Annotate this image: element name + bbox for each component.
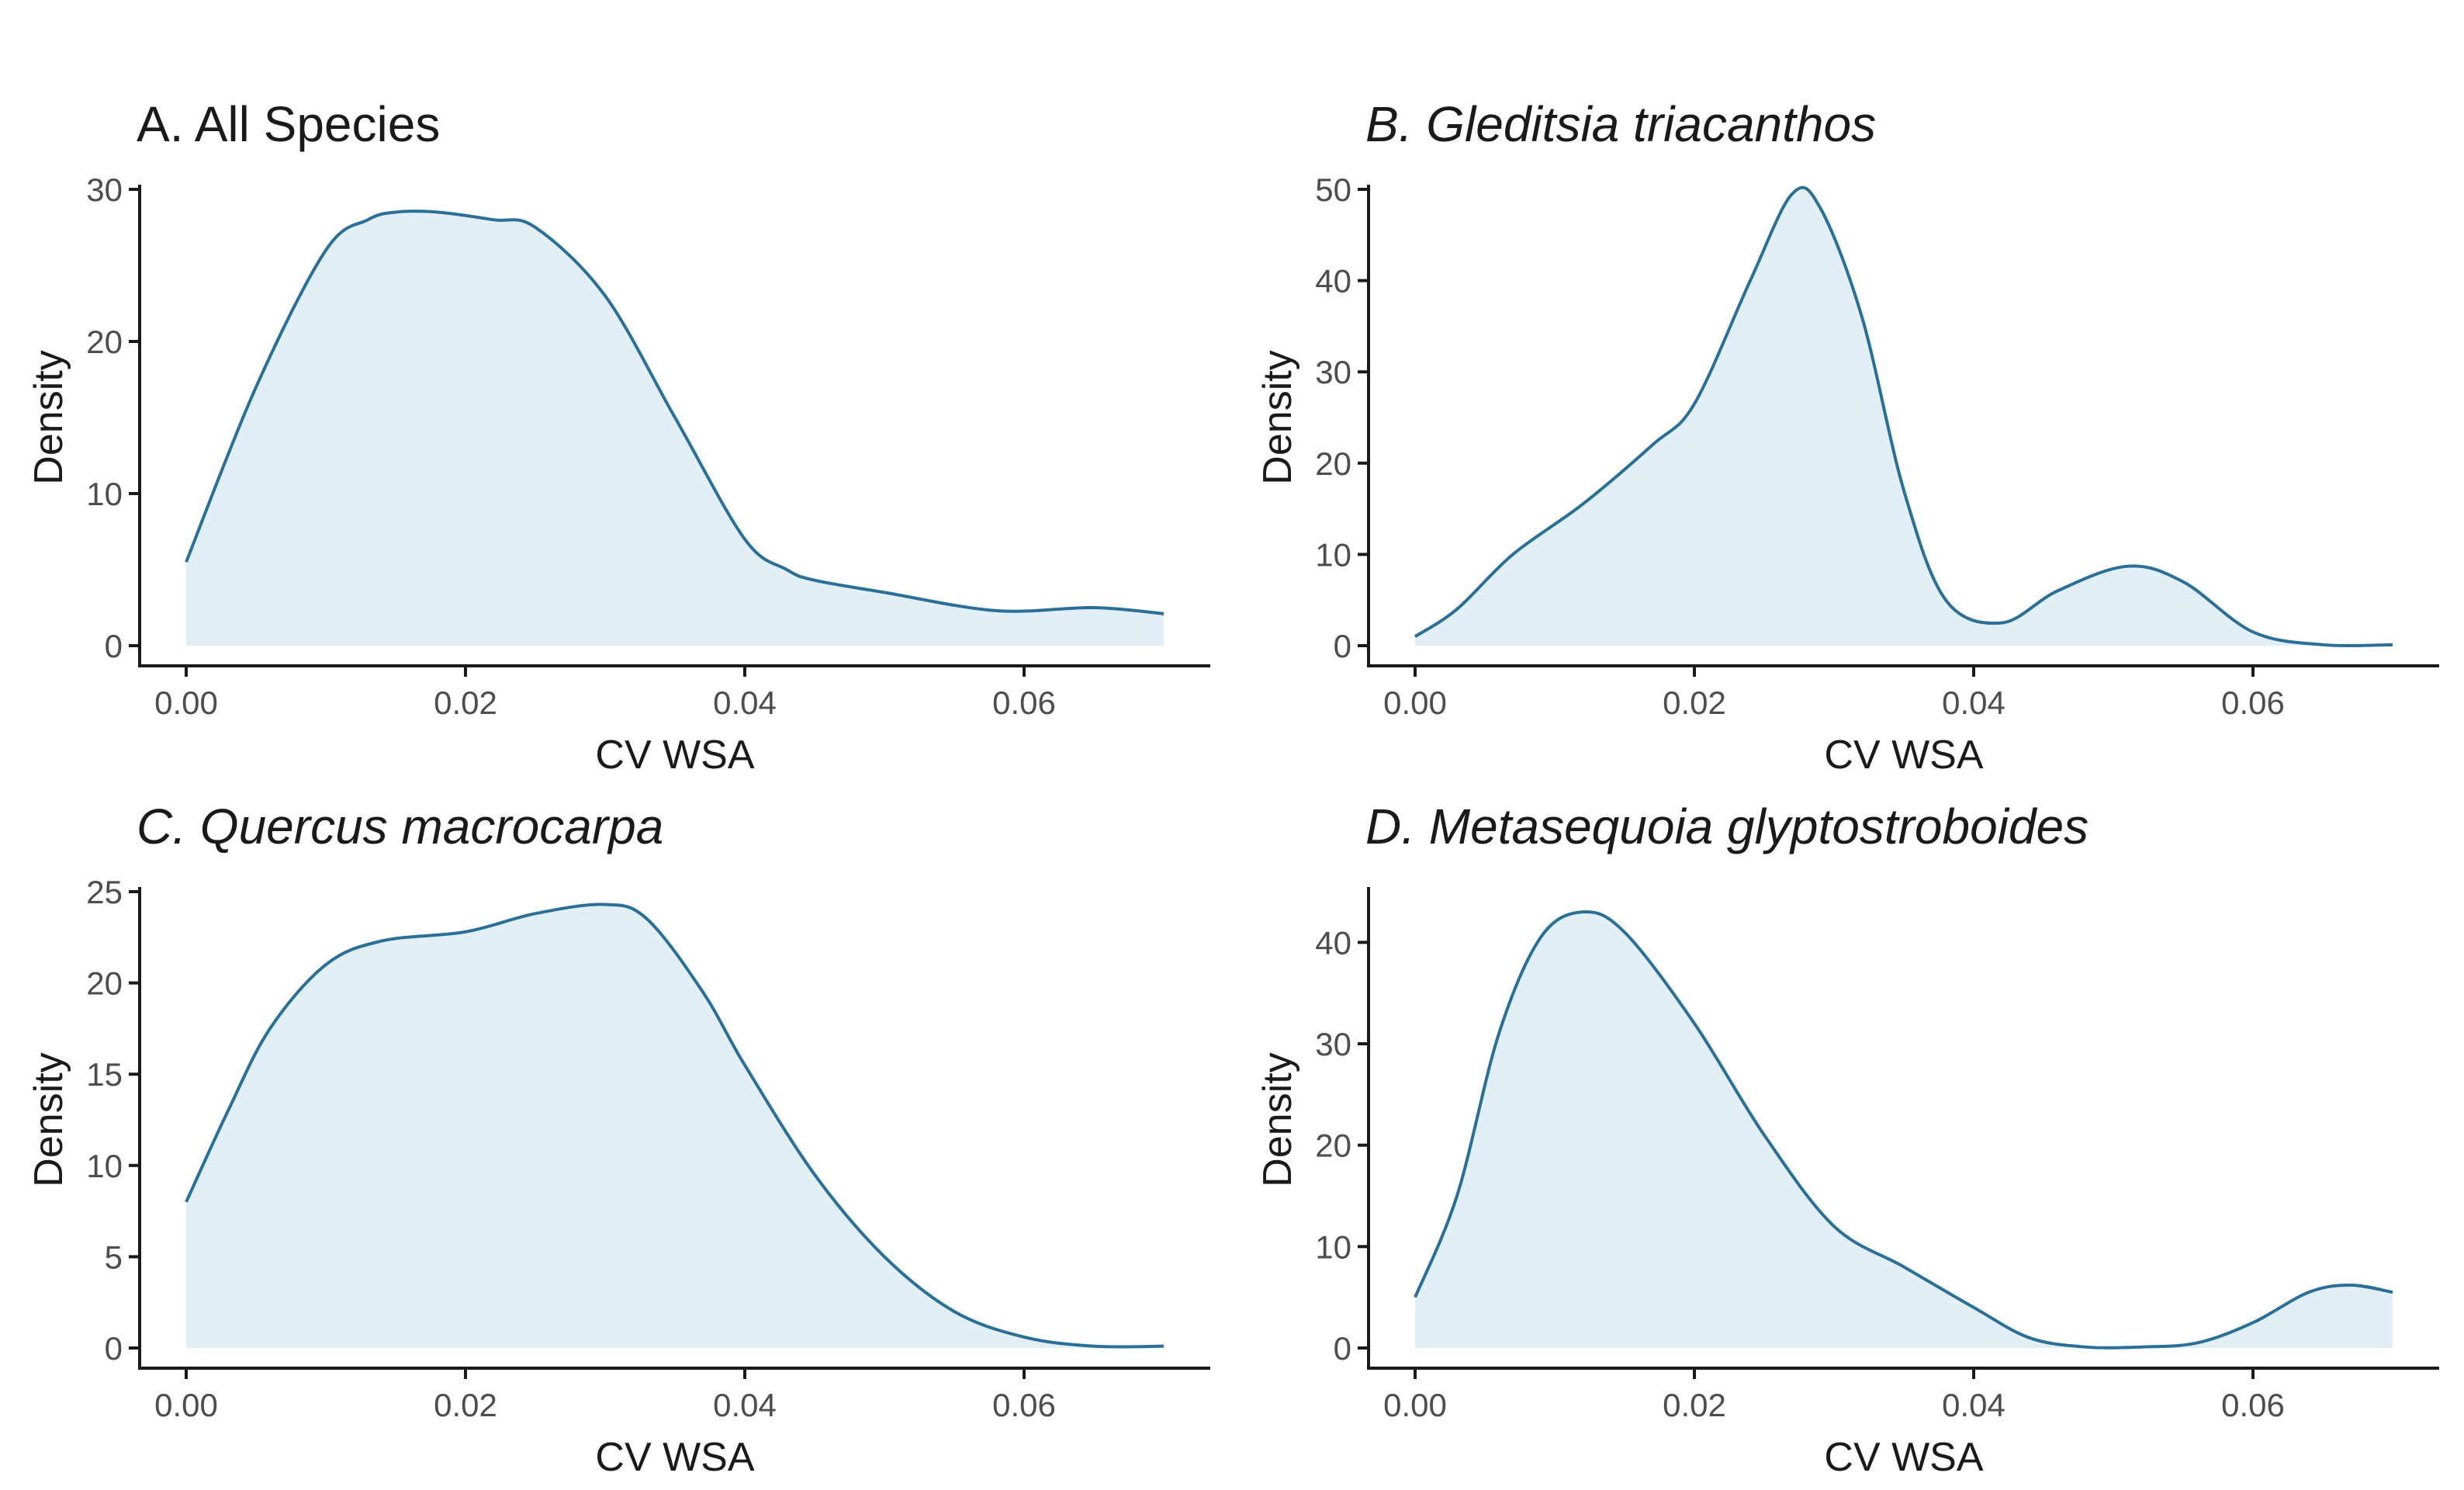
y-tick-label: 50 — [1315, 172, 1351, 208]
panel-title: C. Quercus macrocarpa — [137, 799, 663, 854]
x-tick-label: 0.02 — [434, 684, 497, 721]
y-tick-label: 25 — [86, 874, 123, 910]
y-tick-label: 10 — [86, 1148, 123, 1184]
y-tick-label: 20 — [1315, 445, 1351, 482]
y-tick-label: 15 — [86, 1056, 123, 1093]
y-tick-label: 30 — [1315, 1026, 1351, 1062]
y-tick-label: 30 — [86, 172, 123, 208]
x-tick-label: 0.06 — [2221, 1387, 2285, 1423]
y-tick-label: 0 — [105, 1330, 123, 1367]
panel-title-prefix: C. — [137, 799, 186, 854]
panel-title-space — [1415, 799, 1429, 854]
y-tick-label: 5 — [105, 1239, 123, 1275]
panel-title-text: Gleditsia triacanthos — [1426, 96, 1876, 152]
y-tick-label: 10 — [1315, 1228, 1351, 1265]
x-tick-label: 0.00 — [154, 684, 218, 721]
x-tick-label: 0.06 — [2221, 684, 2285, 721]
y-axis-label: Density — [26, 350, 71, 484]
x-tick-label: 0.00 — [1383, 1387, 1447, 1423]
density-line — [1414, 910, 2393, 1350]
x-tick-label: 0.02 — [1663, 684, 1726, 721]
x-axis-label: CV WSA — [1824, 733, 1983, 778]
x-tick-label: 0.04 — [1942, 1387, 2005, 1423]
density-line — [185, 903, 1165, 1349]
x-tick-label: 0.02 — [1663, 1387, 1726, 1423]
panel-title: A. All Species — [137, 96, 440, 152]
y-tick-label: 0 — [105, 628, 123, 664]
panel-a-all-species: A. All Species 0 10 20 30 0.00 0.02 0.04 0.06 CV … — [26, 96, 1210, 778]
y-tick-label: 20 — [1315, 1128, 1351, 1164]
density-area — [1415, 187, 2393, 646]
density-area — [1415, 911, 2393, 1348]
x-tick-label: 0.04 — [713, 1387, 777, 1423]
y-tick-label: 0 — [1334, 1330, 1351, 1367]
x-tick-label: 0.00 — [154, 1387, 218, 1423]
panel-d-metasequoia-glyptostroboides: D. Metasequoia glyptostroboides 0 10 20 30 40… — [1255, 799, 2439, 1480]
panel-title: D. Metasequoia glyptostroboides — [1365, 799, 2089, 854]
panel-title-text: Quercus macrocarpa — [200, 799, 664, 854]
panel-title-space — [183, 96, 194, 152]
panel-title-prefix: D. — [1365, 799, 1415, 854]
y-tick-label: 20 — [86, 965, 123, 1002]
y-axis-label: Density — [1255, 1052, 1300, 1187]
density-line — [1414, 185, 2393, 648]
x-tick-label: 0.00 — [1383, 684, 1447, 721]
y-axis-label: Density — [26, 1052, 71, 1187]
panel-title-text: All Species — [195, 96, 441, 152]
x-tick-label: 0.06 — [992, 1387, 1056, 1423]
y-tick-label: 40 — [1315, 263, 1351, 300]
y-tick-label: 10 — [86, 476, 123, 512]
y-tick-label: 10 — [1315, 536, 1351, 573]
y-tick-label: 20 — [86, 324, 123, 360]
x-axis-label: CV WSA — [595, 1435, 754, 1480]
x-axis-label: CV WSA — [1824, 1435, 1983, 1480]
density-area — [186, 211, 1164, 646]
panel-title-text: Metasequoia glyptostroboides — [1429, 799, 2089, 854]
panel-title-space — [186, 799, 200, 854]
panel-c-quercus-macrocarpa: C. Quercus macrocarpa 0 5 10 15 20 25 0.00 0.02 0… — [26, 799, 1210, 1480]
panel-title: B. Gleditsia triacanthos — [1365, 96, 1876, 152]
panel-title-prefix: B. — [1365, 96, 1412, 152]
x-tick-label: 0.06 — [992, 684, 1056, 721]
panel-title-space — [1412, 96, 1426, 152]
y-tick-label: 30 — [1315, 354, 1351, 390]
y-tick-label: 0 — [1334, 628, 1351, 664]
panel-title-prefix: A. — [137, 96, 183, 152]
panel-b-gleditsia-triacanthos: B. Gleditsia triacanthos 0 10 20 30 40 50 0.00 0… — [1255, 96, 2439, 778]
y-axis-label: Density — [1255, 350, 1300, 484]
x-tick-label: 0.02 — [434, 1387, 497, 1423]
density-line — [185, 210, 1165, 615]
x-tick-label: 0.04 — [1942, 684, 2005, 721]
density-area — [186, 904, 1164, 1348]
x-tick-label: 0.04 — [713, 684, 777, 721]
y-tick-label: 40 — [1315, 924, 1351, 961]
x-axis-label: CV WSA — [595, 733, 754, 778]
